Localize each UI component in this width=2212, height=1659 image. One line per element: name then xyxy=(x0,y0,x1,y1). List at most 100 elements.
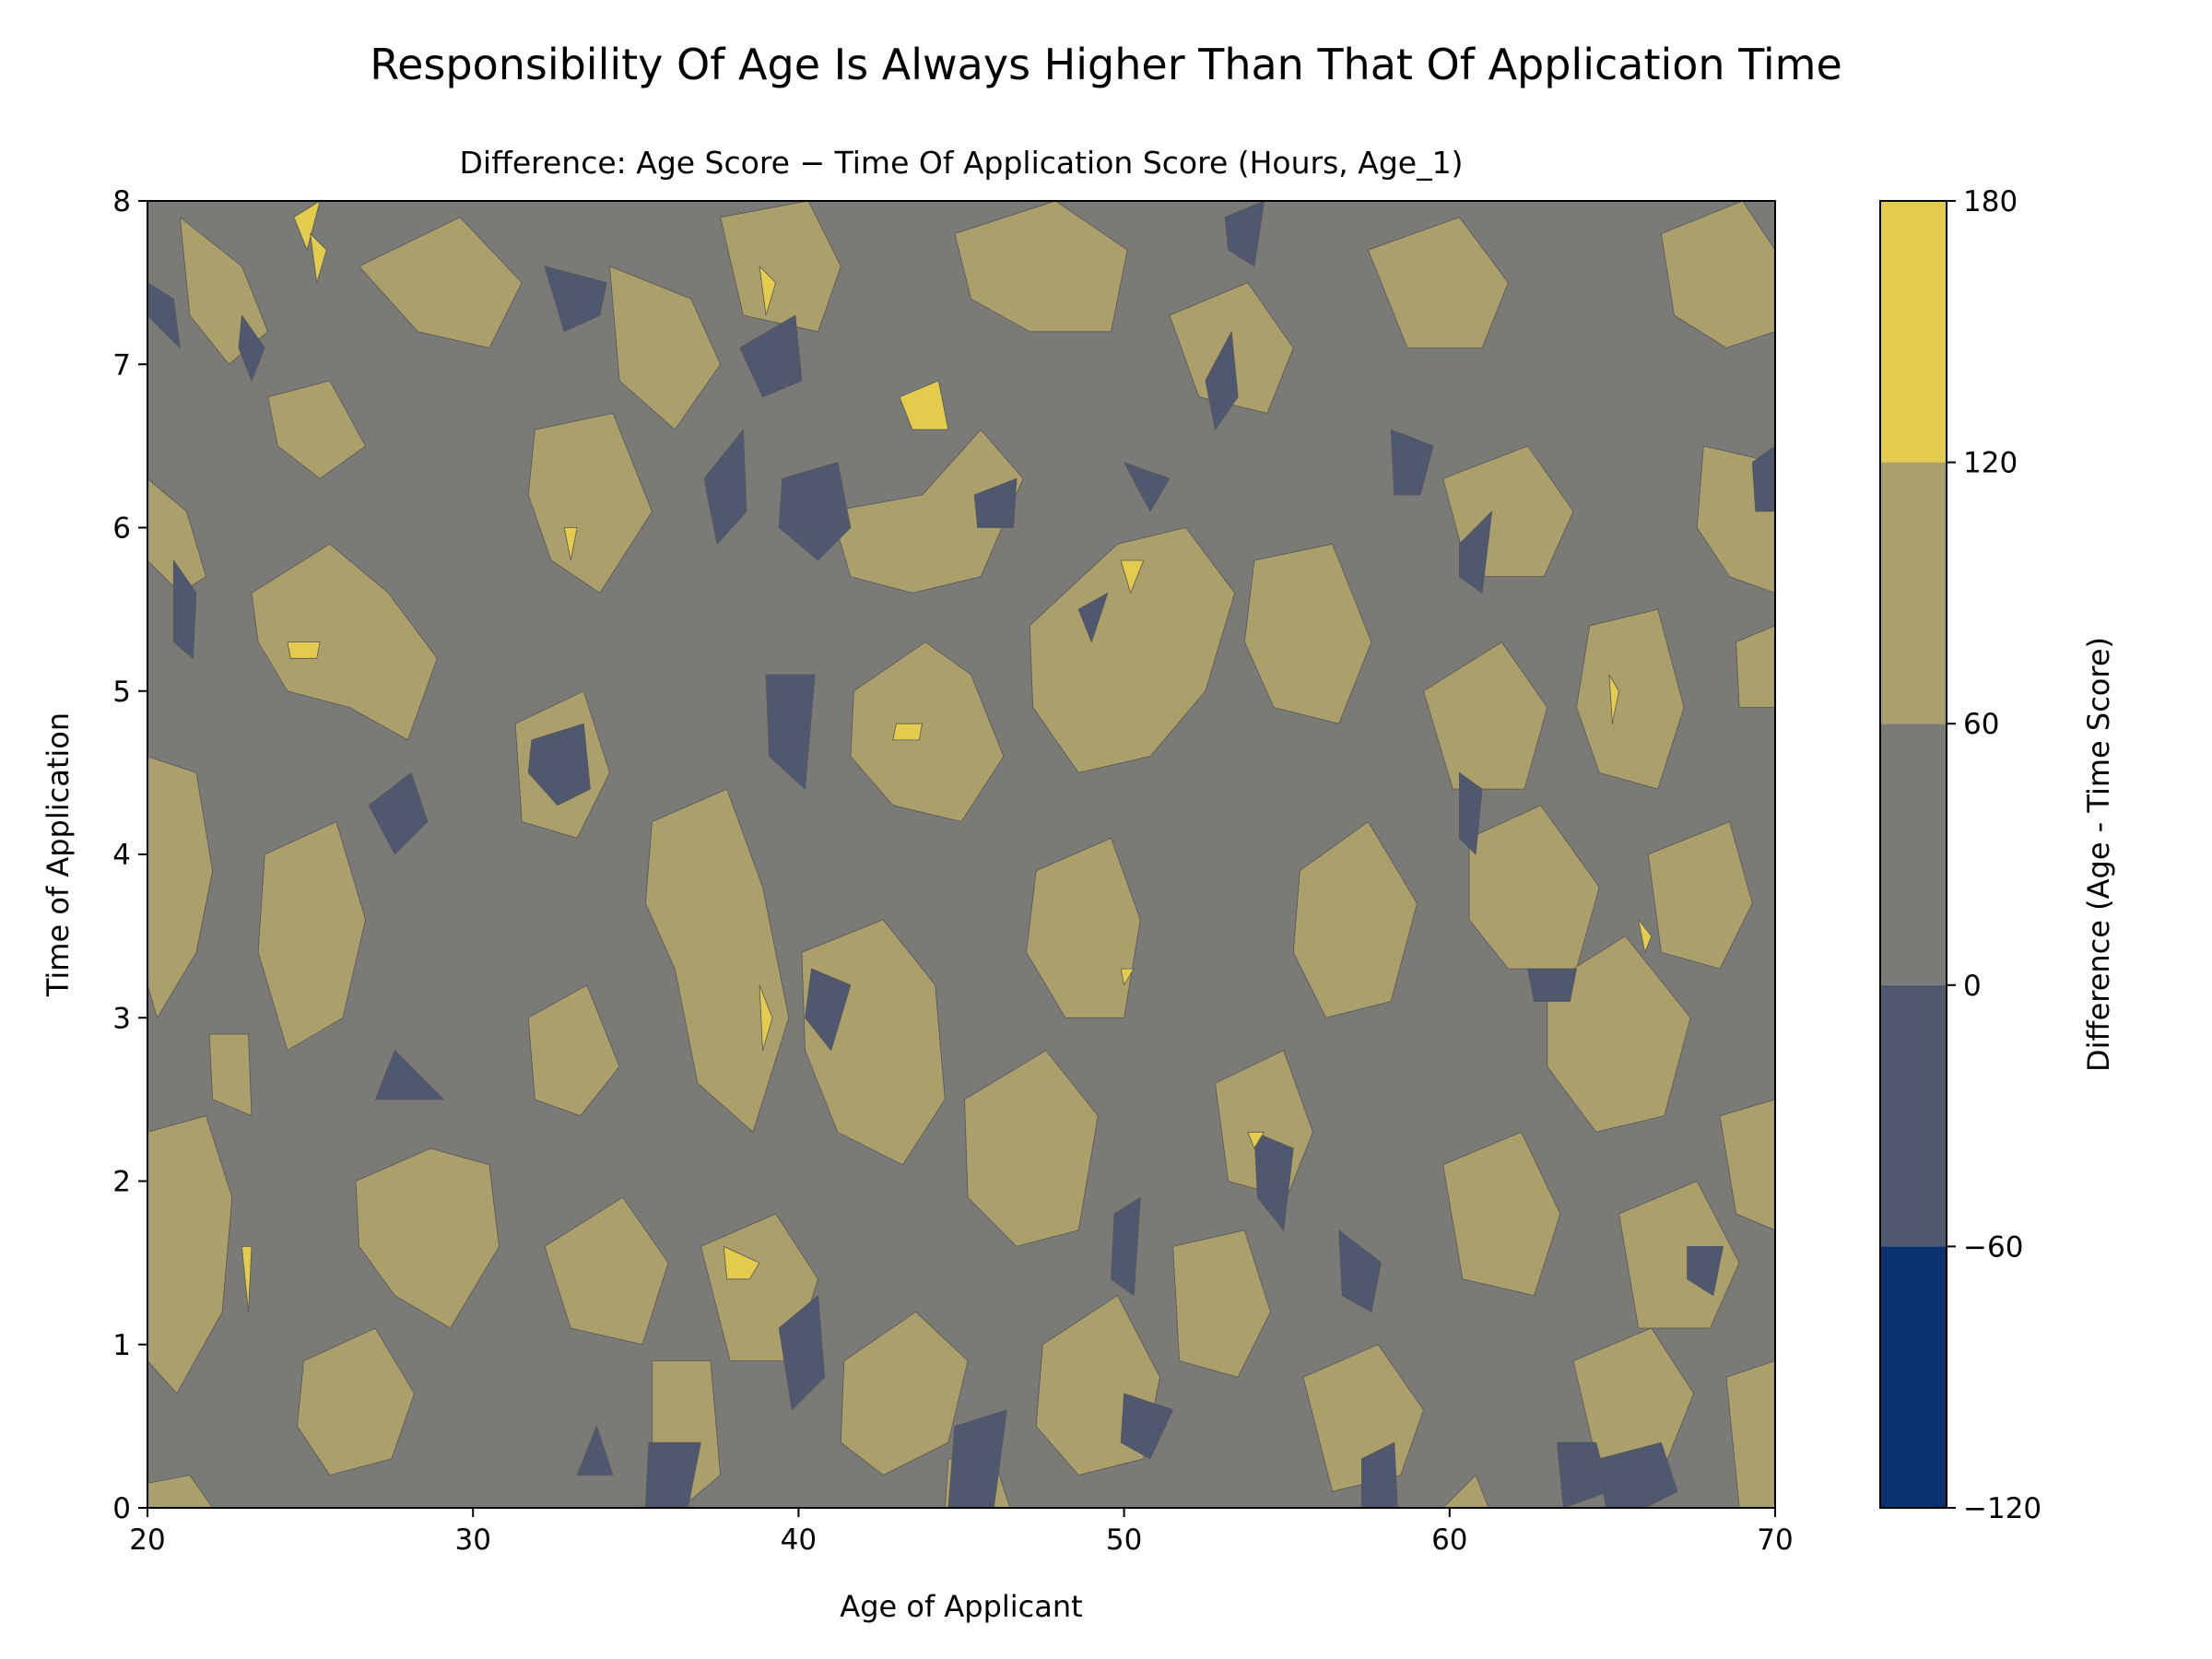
contour-region xyxy=(147,1475,214,1508)
contour-region xyxy=(1247,1131,1265,1149)
chart-title: Difference: Age Score − Time Of Applicat… xyxy=(460,145,1464,181)
contour-region xyxy=(251,543,438,741)
contour-region xyxy=(544,265,607,333)
contour-region xyxy=(527,723,591,806)
contour-region xyxy=(241,1246,253,1312)
colorbar-tick-label: −120 xyxy=(1963,1492,2041,1525)
contour-region xyxy=(645,1441,701,1508)
figure-suptitle: Responsibility Of Age Is Always Higher T… xyxy=(370,40,1842,89)
contour-regions xyxy=(147,201,1775,1508)
contour-region xyxy=(563,527,578,561)
contour-region xyxy=(1442,1131,1561,1296)
contour-region xyxy=(1361,1441,1398,1508)
contour-region xyxy=(1124,462,1171,512)
contour-region xyxy=(1026,837,1141,1018)
contour-region xyxy=(355,1147,500,1329)
contour-region xyxy=(1224,201,1265,267)
colorbar-band xyxy=(1880,462,1947,724)
colorbar: −120 −60 0 60 120 180 Difference (Age - Time … xyxy=(1879,185,2116,1525)
y-tick-label: 2 xyxy=(112,1166,131,1199)
contour-region xyxy=(645,788,790,1133)
contour-region xyxy=(527,984,620,1116)
contour-region xyxy=(954,201,1128,333)
contour-region xyxy=(287,641,321,659)
contour-region xyxy=(1338,1230,1382,1312)
y-axis: 0 1 2 3 4 5 6 7 8 xyxy=(112,185,147,1525)
contour-region xyxy=(1638,919,1653,953)
contour-region xyxy=(765,674,816,790)
colorbar-tick-label: 120 xyxy=(1963,447,2018,480)
y-tick-label: 8 xyxy=(112,185,131,218)
colorbar-tick-label: −60 xyxy=(1963,1230,2023,1264)
contour-region xyxy=(759,265,777,316)
contour-region xyxy=(778,1295,826,1411)
y-tick-label: 5 xyxy=(112,676,131,709)
contour-region xyxy=(759,984,773,1052)
y-tick-label: 7 xyxy=(112,348,131,382)
contour-region xyxy=(359,217,523,348)
contour-region xyxy=(892,723,923,741)
contour-region xyxy=(778,462,852,561)
colorbar-label: Difference (Age - Time Score) xyxy=(2081,637,2116,1072)
contour-region xyxy=(973,477,1018,528)
contour-region xyxy=(257,821,367,1052)
colorbar-band xyxy=(1880,984,1947,1247)
contour-region xyxy=(703,429,747,545)
colorbar-band xyxy=(1880,724,1947,985)
contour-region xyxy=(1172,1230,1271,1378)
contour-region xyxy=(1647,821,1753,970)
contour-region xyxy=(850,641,1005,822)
colorbar-tick-label: 60 xyxy=(1963,708,1999,741)
contour-region xyxy=(964,1050,1099,1247)
contour-region xyxy=(1459,772,1483,855)
contour-region xyxy=(1719,1099,1775,1231)
contour-region xyxy=(147,477,207,594)
x-tick-label: 60 xyxy=(1431,1524,1467,1557)
contour-region xyxy=(1390,429,1434,496)
colorbar-frame xyxy=(1879,200,1947,1509)
contour-region xyxy=(208,1033,253,1116)
contour-region xyxy=(720,201,841,333)
contour-region xyxy=(1661,201,1775,348)
colorbar-bands xyxy=(1880,201,1947,1508)
contour-region xyxy=(576,1426,614,1476)
contour-region xyxy=(1459,511,1493,594)
colorbar-tick-label: 180 xyxy=(1963,185,2018,218)
contour-region xyxy=(1608,674,1619,724)
contour-region xyxy=(147,756,214,1018)
y-tick-label: 0 xyxy=(112,1492,131,1525)
colorbar-band xyxy=(1880,1246,1947,1508)
x-tick-label: 70 xyxy=(1757,1524,1793,1557)
contour-region xyxy=(1120,968,1135,986)
contour-region xyxy=(147,1115,233,1394)
contour-region xyxy=(1243,543,1372,724)
contour-region xyxy=(297,1327,416,1476)
x-axis-label: Age of Applicant xyxy=(840,1589,1082,1624)
y-tick-label: 1 xyxy=(112,1329,131,1362)
contour-region xyxy=(238,314,265,382)
colorbar-band xyxy=(1880,201,1947,463)
plot-area xyxy=(147,200,1776,1509)
contour-region xyxy=(1120,1393,1173,1460)
contour-region xyxy=(527,412,653,594)
contour-region xyxy=(1442,1475,1489,1508)
contour-region xyxy=(544,1196,669,1346)
x-tick-label: 50 xyxy=(1106,1524,1142,1557)
x-tick-label: 30 xyxy=(454,1524,490,1557)
contour-region xyxy=(267,380,367,479)
contour-region xyxy=(368,772,429,855)
contour-region xyxy=(1735,625,1775,708)
contour-region xyxy=(147,282,181,348)
x-tick-label: 40 xyxy=(781,1524,817,1557)
contour-region xyxy=(1725,1360,1775,1508)
contour-region xyxy=(947,1409,1007,1508)
x-tick-label: 20 xyxy=(129,1524,165,1557)
contour-region xyxy=(1029,527,1236,773)
contour-region xyxy=(1751,445,1775,512)
contour-region xyxy=(1120,559,1145,594)
contour-region xyxy=(1077,593,1109,642)
y-tick-label: 6 xyxy=(112,512,131,546)
contour-region xyxy=(1687,1246,1724,1296)
contour-region xyxy=(840,1311,969,1476)
colorbar-tick-label: 0 xyxy=(1963,970,1982,1003)
